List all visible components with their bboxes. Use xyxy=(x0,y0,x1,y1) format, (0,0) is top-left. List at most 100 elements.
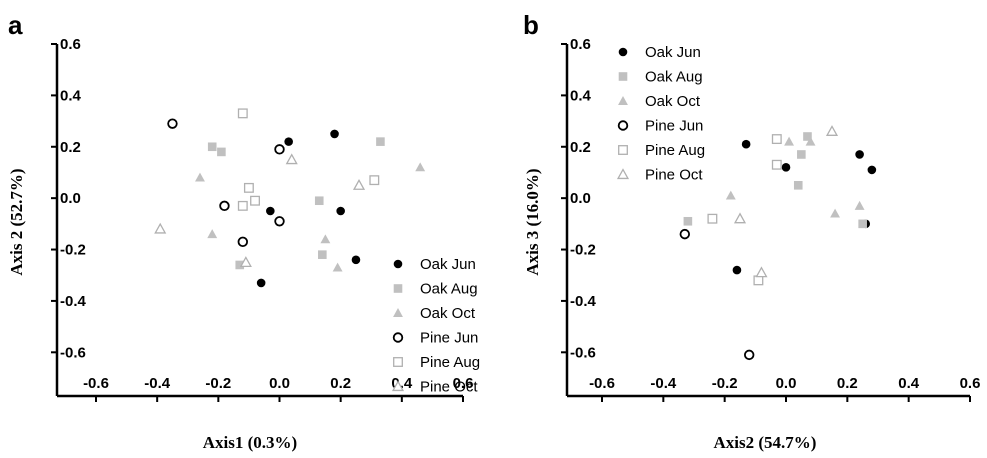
panel-a-y-ticks: -0.6 -0.4 -0.2 0.0 0.2 0.4 0.6 xyxy=(51,36,87,361)
x-tick-label: -0.4 xyxy=(144,375,171,392)
point-pine-aug xyxy=(771,159,782,170)
point-oak-jun xyxy=(330,129,339,139)
legend-marker-pine-oct xyxy=(616,168,630,180)
y-tick-label: -0.2 xyxy=(570,242,596,259)
point-pine-aug xyxy=(707,213,718,224)
point-oak-jun xyxy=(336,206,345,216)
panel-a: a -0.6 -0.4 -0.2 0.0 0.2 0.4 0.6 -0.6 -0.4 -0.2 0… xyxy=(7,10,480,452)
point-oak-jun xyxy=(266,206,275,216)
legend-label-oak-jun: Oak Jun xyxy=(645,44,701,61)
point-oak-aug xyxy=(207,142,217,152)
legend-label-pine-jun: Pine Jun xyxy=(420,330,478,347)
panel-b-x-title: Axis2 (54.7%) xyxy=(714,433,817,452)
point-oak-aug xyxy=(797,150,806,159)
point-pine-jun xyxy=(744,349,755,361)
point-pine-aug xyxy=(771,134,782,145)
point-pine-aug xyxy=(237,200,248,211)
y-tick-label: 0.0 xyxy=(60,190,81,207)
point-oak-aug xyxy=(217,147,226,157)
x-tick-label: 0.0 xyxy=(776,375,797,392)
point-pine-oct xyxy=(239,256,252,267)
point-pine-oct xyxy=(755,266,768,278)
x-tick-label: -0.2 xyxy=(205,375,231,392)
panel-b-y-title: Axis 3 (16.0%) xyxy=(523,168,542,275)
y-tick-label: 0.2 xyxy=(60,139,81,156)
legend-label-pine-oct: Pine Oct xyxy=(645,167,703,184)
x-tick-label: -0.4 xyxy=(650,375,677,392)
x-tick-label: 0.6 xyxy=(960,375,981,392)
point-oak-oct xyxy=(207,229,218,239)
point-pine-jun xyxy=(219,200,230,212)
x-tick-label: 0.0 xyxy=(269,375,290,392)
panel-a-points xyxy=(154,108,426,288)
point-oak-oct xyxy=(805,136,816,146)
point-oak-aug xyxy=(793,181,803,190)
panel-a-axes xyxy=(55,44,463,398)
point-pine-oct xyxy=(733,212,747,224)
legend-label-pine-oct: Pine Oct xyxy=(420,379,478,396)
point-oak-aug xyxy=(314,196,324,206)
legend-label-oak-oct: Oak Oct xyxy=(420,305,476,322)
point-pine-oct xyxy=(825,125,839,136)
x-tick-label: 0.2 xyxy=(330,375,351,392)
panel-b-legend: Oak Jun Oak Aug Oak Oct Pine Jun Pine Aug Pin… xyxy=(616,44,705,184)
point-oak-aug xyxy=(858,219,867,229)
point-oak-jun xyxy=(732,265,742,275)
point-oak-aug xyxy=(376,137,385,146)
panel-a-letter: a xyxy=(8,10,23,40)
x-tick-label: 0.2 xyxy=(837,375,858,392)
legend-marker-oak-oct xyxy=(393,308,403,317)
legend-label-pine-aug: Pine Aug xyxy=(645,142,705,159)
y-tick-label: -0.6 xyxy=(60,344,86,361)
point-pine-jun xyxy=(274,144,285,155)
point-oak-jun xyxy=(867,165,877,175)
x-tick-label: 0.6 xyxy=(453,375,474,392)
point-pine-aug xyxy=(243,182,254,193)
y-tick-label: -0.6 xyxy=(570,344,596,361)
point-oak-oct xyxy=(195,172,205,182)
y-tick-label: 0.6 xyxy=(60,36,81,53)
y-tick-label: 0.4 xyxy=(570,87,592,104)
point-pine-jun xyxy=(274,216,285,227)
legend-marker-pine-oct xyxy=(391,380,405,392)
panel-a-y-title: Axis 2 (52.7%) xyxy=(7,168,26,275)
point-pine-aug xyxy=(369,175,380,186)
point-oak-jun xyxy=(781,163,791,172)
panel-a-x-ticks: -0.6 -0.4 -0.2 0.0 0.2 0.4 0.6 xyxy=(83,375,473,402)
panel-a-x-title: Axis1 (0.3%) xyxy=(203,433,297,452)
panel-b: b -0.6 -0.4 -0.2 0.0 0.2 0.4 0.6 -0.6 -0.4 -0.2 0… xyxy=(523,10,980,452)
point-oak-jun xyxy=(256,278,266,288)
point-oak-jun xyxy=(284,137,293,146)
x-tick-label: -0.6 xyxy=(83,375,109,392)
legend-label-oak-jun: Oak Jun xyxy=(420,256,476,273)
point-pine-jun xyxy=(167,118,178,129)
legend-marker-pine-aug xyxy=(618,145,628,155)
point-oak-oct xyxy=(830,208,841,218)
legend-label-pine-jun: Pine Jun xyxy=(645,118,703,135)
point-pine-aug xyxy=(237,108,248,119)
y-tick-label: 0.0 xyxy=(570,190,591,207)
legend-marker-pine-jun xyxy=(617,120,629,131)
point-oak-jun xyxy=(351,255,361,265)
x-tick-label: 0.4 xyxy=(898,375,920,392)
x-tick-label: -0.6 xyxy=(589,375,615,392)
point-pine-oct xyxy=(154,222,167,234)
y-tick-label: 0.2 xyxy=(570,139,591,156)
legend-label-oak-oct: Oak Oct xyxy=(645,93,701,110)
legend-label-pine-aug: Pine Aug xyxy=(420,354,480,371)
point-oak-aug xyxy=(683,216,693,226)
point-oak-aug xyxy=(318,250,327,259)
panel-b-points xyxy=(679,125,877,361)
panel-b-y-ticks: -0.6 -0.4 -0.2 0.0 0.2 0.4 0.6 xyxy=(561,36,597,361)
point-oak-oct xyxy=(725,190,736,200)
legend-label-oak-aug: Oak Aug xyxy=(420,281,478,298)
x-tick-label: -0.2 xyxy=(712,375,738,392)
legend-marker-pine-jun xyxy=(392,332,404,343)
point-oak-jun xyxy=(855,150,864,159)
y-tick-label: -0.4 xyxy=(60,293,87,310)
legend-label-oak-aug: Oak Aug xyxy=(645,69,703,86)
point-oak-jun xyxy=(741,139,751,149)
point-oak-oct xyxy=(854,200,865,210)
y-tick-label: -0.4 xyxy=(570,293,597,310)
